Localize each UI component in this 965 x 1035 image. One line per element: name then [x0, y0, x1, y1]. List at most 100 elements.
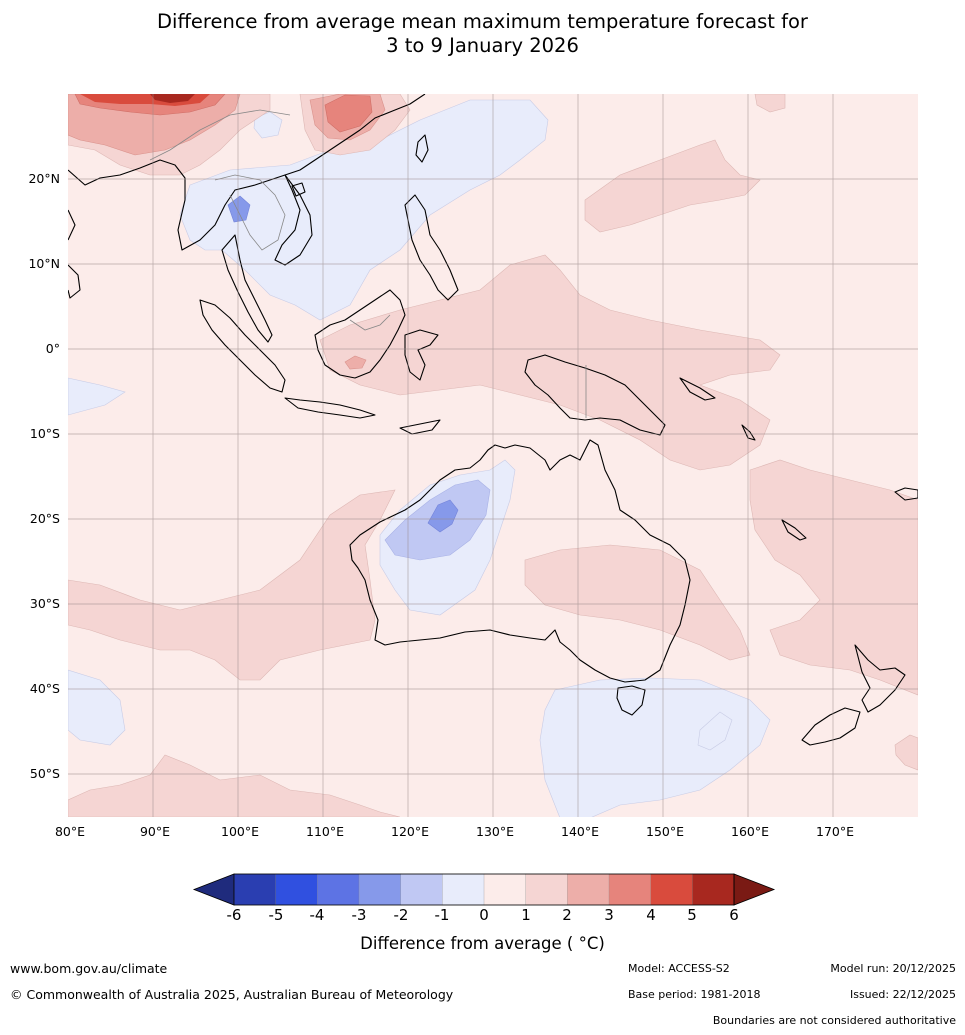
- colorbar-tick-0: 0: [479, 906, 489, 924]
- colorbar-swatch: [567, 873, 610, 906]
- colorbar-tick-minus5: -5: [268, 906, 284, 924]
- title-line-1: Difference from average mean maximum tem…: [157, 10, 808, 33]
- colorbar-swatch: [650, 873, 693, 906]
- lat-label-20s: 20°S: [29, 511, 60, 526]
- lat-label-40s: 40°S: [29, 681, 60, 696]
- new-caledonia-coastline: [781, 519, 807, 541]
- philippines-coastline: [404, 194, 459, 301]
- lon-label-90e: 90°E: [139, 824, 171, 839]
- coastlines: [68, 94, 918, 746]
- australia-coastline: [349, 439, 691, 683]
- forecast-map: [68, 94, 918, 817]
- taiwan-coastline: [415, 134, 429, 163]
- website-link[interactable]: www.bom.gov.au/climate: [10, 961, 168, 976]
- new-zealand-north-coastline: [854, 644, 906, 713]
- map-field: [68, 94, 918, 817]
- lon-label-110e: 110°E: [305, 824, 345, 839]
- lat-label-10n: 10°N: [28, 256, 60, 271]
- model-name: Model: ACCESS-S2: [628, 962, 730, 975]
- new-zealand-south-coastline: [801, 707, 861, 746]
- colorbar-swatch: [233, 873, 277, 906]
- colorbar-swatch: [525, 873, 568, 906]
- colorbar-extend-low: [192, 873, 235, 906]
- kimberley-cold-spot: [427, 499, 459, 533]
- lon-label-170e: 170°E: [815, 824, 855, 839]
- colorbar-tick-1: 1: [521, 906, 531, 924]
- hainan-coastline: [291, 182, 306, 197]
- boundaries-disclaimer: Boundaries are not considered authoritat…: [712, 1014, 956, 1027]
- colorbar-tick-minus4: -4: [309, 906, 325, 924]
- base-period: Base period: 1981-2018: [628, 988, 761, 1001]
- tasmania-coastline: [616, 685, 646, 716]
- sumatra-coastline: [199, 299, 286, 393]
- colorbar-swatch: [275, 873, 318, 906]
- fiji-coastline: [894, 487, 918, 501]
- colorbar-tick-minus6: -6: [226, 906, 242, 924]
- colorbar-swatches: [192, 873, 776, 906]
- colorbar-swatch: [442, 873, 485, 906]
- china-borders: [149, 109, 291, 161]
- lon-label-80e: 80°E: [54, 824, 86, 839]
- lon-label-140e: 140°E: [560, 824, 600, 839]
- sri-lanka-coastline: [68, 264, 81, 299]
- pacific-warm-region: [584, 139, 761, 233]
- colorbar-swatch: [400, 873, 443, 906]
- lon-label-150e: 150°E: [645, 824, 685, 839]
- colorbar-swatch: [358, 873, 402, 906]
- southern-ocean-cool-region: [539, 677, 771, 817]
- china-coast-very-hot-region: [324, 94, 373, 133]
- vietnam-coastline: [274, 174, 313, 266]
- lon-label-160e: 160°E: [730, 824, 770, 839]
- lat-label-30s: 30°S: [29, 596, 60, 611]
- colorbar-swatch: [317, 873, 360, 906]
- lon-label-100e: 100°E: [220, 824, 260, 839]
- colorbar-extend-high: [733, 873, 776, 906]
- nw-pacific-warm-patch: [754, 94, 786, 113]
- borneo-coastline: [314, 289, 406, 379]
- lat-label-20n: 20°N: [28, 171, 60, 186]
- lat-label-10s: 10°S: [29, 426, 60, 441]
- colorbar-tick-6: 6: [729, 906, 739, 924]
- malay-peninsula-coastline: [221, 234, 273, 343]
- southeast-australia-warm-region: [524, 544, 751, 661]
- copyright-text: © Commonwealth of Australia 2025, Austra…: [10, 987, 454, 1002]
- model-run-date: Model run: 20/12/2025: [830, 962, 956, 975]
- colorbar-swatch: [608, 873, 652, 906]
- borneo-border: [349, 314, 391, 331]
- lon-label-130e: 130°E: [475, 824, 515, 839]
- colorbar-label: Difference from average ( °C): [360, 934, 605, 953]
- country-borders: [149, 109, 587, 418]
- title-line-2: 3 to 9 January 2026: [386, 34, 579, 57]
- colorbar-tick-minus1: -1: [434, 906, 450, 924]
- java-coastline: [284, 397, 376, 419]
- graticule: [68, 94, 918, 817]
- colorbar-swatch: [483, 873, 527, 906]
- timor-coastline: [399, 419, 441, 435]
- colorbar-tick-2: 2: [562, 906, 572, 924]
- sulawesi-coastline: [404, 329, 439, 381]
- lat-label-50s: 50°S: [29, 766, 60, 781]
- lon-label-120e: 120°E: [390, 824, 430, 839]
- indian-ocean-warm-band: [68, 489, 396, 681]
- colorbar-tick-minus2: -2: [393, 906, 409, 924]
- tasman-cool-patch: [697, 711, 733, 751]
- colorbar-tick-5: 5: [687, 906, 697, 924]
- sulawesi-hot-spot: [344, 355, 367, 370]
- colorbar-outline: [233, 873, 735, 906]
- mainland-se-asia-coastline: [68, 94, 426, 251]
- new-guinea-coastline: [524, 354, 666, 436]
- colorbar-tick-4: 4: [646, 906, 656, 924]
- colorbar-tick-3: 3: [604, 906, 614, 924]
- india-coastline: [68, 209, 76, 241]
- china-peak-region: [150, 94, 195, 103]
- indochina-borders: [214, 174, 286, 251]
- lat-label-0: 0°: [45, 341, 60, 356]
- solomon-islands-coastline: [679, 377, 716, 401]
- west-equatorial-cool-region: [68, 377, 126, 416]
- colorbar: [192, 873, 776, 906]
- issued-date: Issued: 22/12/2025: [849, 988, 956, 1001]
- colorbar-swatch: [692, 873, 735, 906]
- anomaly-5-to-6: [150, 94, 195, 103]
- southern-warm-band: [68, 754, 401, 817]
- colorbar-tick-minus3: -3: [351, 906, 367, 924]
